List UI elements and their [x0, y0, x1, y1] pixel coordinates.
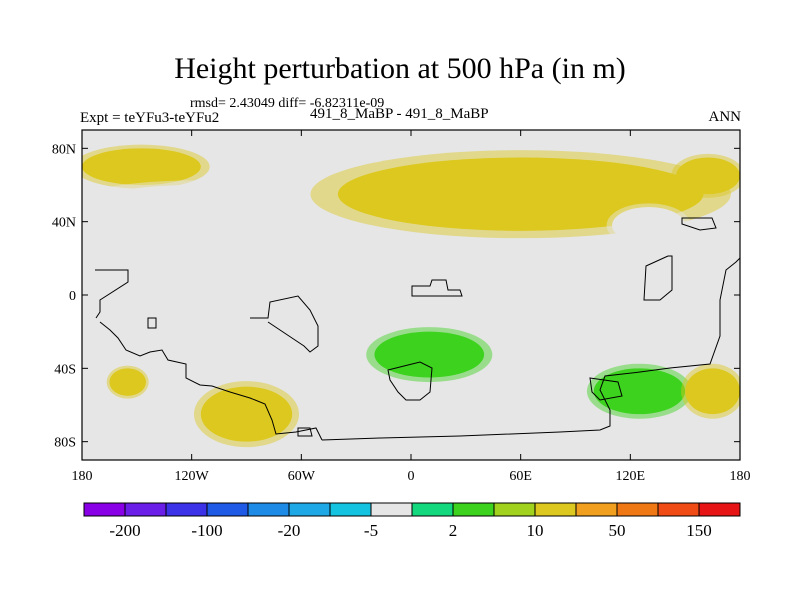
colorbar-label: -200: [109, 521, 140, 540]
y-tick-label: 0: [69, 289, 76, 304]
coastline-south-america: [95, 269, 129, 319]
colorbar-label: 150: [686, 521, 712, 540]
x-tick-label: 0: [408, 469, 415, 484]
coastline-antarctica: [321, 257, 740, 441]
coastline-cape: [387, 361, 433, 401]
y-tick-label: 80S: [54, 436, 76, 451]
field-spacific-negative: [142, 355, 196, 400]
colorbar-label: -5: [364, 521, 378, 540]
field-midlat-negative-west: [82, 180, 318, 236]
x-tick-label: 60E: [509, 469, 532, 484]
colorbar-swatch: [83, 502, 126, 517]
coastline-island-c: [297, 427, 313, 437]
colorbar-swatch: [657, 502, 700, 517]
field-south-positive-c: [366, 327, 493, 383]
y-tick-label: 40N: [52, 216, 76, 231]
colorbar-swatch: [329, 502, 372, 517]
x-tick-label: 60W: [288, 469, 316, 484]
field-sindian-negative: [477, 372, 573, 428]
coastline-central-america: [99, 321, 323, 441]
season-label: ANN: [708, 109, 742, 125]
colorbar-label: 10: [527, 521, 544, 540]
colorbar-swatch: [452, 502, 495, 517]
experiment-label: Expt = teYFu3-teYFu2: [80, 110, 220, 126]
coastline-layer: [95, 217, 740, 441]
field-south-positive-d: [586, 363, 693, 419]
coastline-east-block: [589, 377, 623, 401]
y-tick-label: 40S: [54, 362, 76, 377]
field-south-positive-b: [193, 381, 300, 448]
colorbar-swatch: [616, 502, 659, 517]
colorbar-swatch: [124, 502, 167, 517]
chart-title: Height perturbation at 500 hPa (in m): [174, 52, 626, 85]
coastline-island-a: [411, 279, 463, 297]
field-south-positive-e: [681, 363, 740, 419]
rmsd-diff-stats: rmsd= 2.43049 diff= -6.82311e-09: [190, 96, 385, 111]
colorbar-label: -20: [278, 521, 301, 540]
colorbar-swatch: [206, 502, 249, 517]
coastline-japan: [681, 217, 717, 231]
colorbar-swatch: [165, 502, 208, 517]
field-south-positive-a: [106, 365, 149, 399]
case-names: 491_8_MaBP - 491_8_MaBP: [310, 106, 489, 122]
colorbar: -200 -100 -20 -5 2 10 50 150: [83, 502, 741, 540]
y-tick-label: 80N: [52, 142, 76, 157]
x-tick-label: 120E: [616, 469, 646, 484]
coastline-africa: [250, 295, 319, 353]
field-ne-pacific-positive: [671, 153, 740, 198]
colorbar-swatch: [370, 502, 413, 517]
colorbar-label: -100: [191, 521, 222, 540]
x-tick-label: 180: [72, 469, 93, 484]
colorbar-swatch: [288, 502, 331, 517]
x-axis: 180 120W 60W 0 60E 120E 180: [72, 130, 751, 484]
colorbar-swatch: [411, 502, 454, 517]
colorbar-swatch: [247, 502, 290, 517]
x-tick-label: 120W: [175, 469, 210, 484]
field-arctic-positive-west: [82, 144, 210, 189]
perturbation-field-layer: [82, 135, 740, 448]
y-axis: 80N 40N 0 40S 80S: [52, 142, 740, 451]
coastline-island-b: [147, 317, 157, 329]
coastline-australia: [643, 255, 673, 301]
colorbar-swatch: [534, 502, 577, 517]
colorbar-label: 2: [449, 521, 458, 540]
colorbar-swatch: [493, 502, 536, 517]
x-tick-label: 180: [730, 469, 751, 484]
field-satlantic-negative: [295, 362, 390, 429]
field-npacific-negative: [606, 203, 691, 248]
colorbar-label: 50: [609, 521, 626, 540]
colorbar-swatch: [575, 502, 618, 517]
colorbar-swatch: [698, 502, 741, 517]
